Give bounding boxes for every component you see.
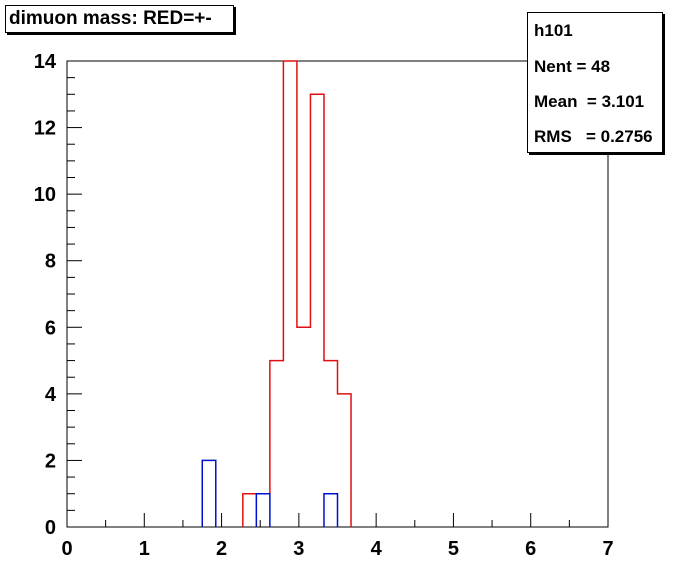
y-tick-label: 8 bbox=[45, 251, 56, 273]
x-tick-label: 5 bbox=[448, 538, 459, 560]
x-tick-label: 7 bbox=[602, 538, 613, 560]
x-tick-label: 2 bbox=[216, 538, 227, 560]
y-tick-label: 12 bbox=[34, 118, 56, 140]
stats-mean-row: Mean = 3.101 bbox=[534, 92, 644, 112]
x-tick-label: 4 bbox=[371, 538, 383, 560]
histogram-series bbox=[201, 60, 352, 527]
stats-rms-label: RMS = bbox=[534, 127, 601, 146]
histogram-series-1 bbox=[242, 60, 352, 527]
stats-entries-label: Nent = bbox=[534, 57, 592, 76]
x-tick-label: 6 bbox=[525, 538, 536, 560]
y-tick-label: 2 bbox=[45, 450, 56, 472]
x-tick-label: 1 bbox=[139, 538, 150, 560]
stats-mean-value: 3.101 bbox=[601, 92, 645, 111]
stats-box: h101 Nent = 48 Mean = 3.101 RMS = 0.2756 bbox=[527, 12, 663, 153]
histogram-series-2 bbox=[201, 459, 339, 527]
x-tick-label: 0 bbox=[61, 538, 72, 560]
stats-rms-value: 0.2756 bbox=[600, 127, 653, 146]
x-tick-label: 3 bbox=[293, 538, 304, 560]
y-tick-label: 0 bbox=[45, 517, 56, 539]
y-tick-label: 10 bbox=[34, 184, 56, 206]
stats-rms-row: RMS = 0.2756 bbox=[534, 127, 653, 147]
chart-title: dimuon mass: RED=+- bbox=[5, 5, 234, 33]
y-tick-label: 14 bbox=[34, 51, 57, 73]
stats-entries-row: Nent = 48 bbox=[534, 57, 610, 77]
stats-histogram-name: h101 bbox=[534, 21, 573, 40]
stats-mean-label: Mean = bbox=[534, 92, 602, 111]
stats-entries-value: 48 bbox=[591, 57, 611, 76]
y-tick-label: 6 bbox=[45, 317, 56, 339]
y-tick-label: 4 bbox=[45, 384, 57, 406]
